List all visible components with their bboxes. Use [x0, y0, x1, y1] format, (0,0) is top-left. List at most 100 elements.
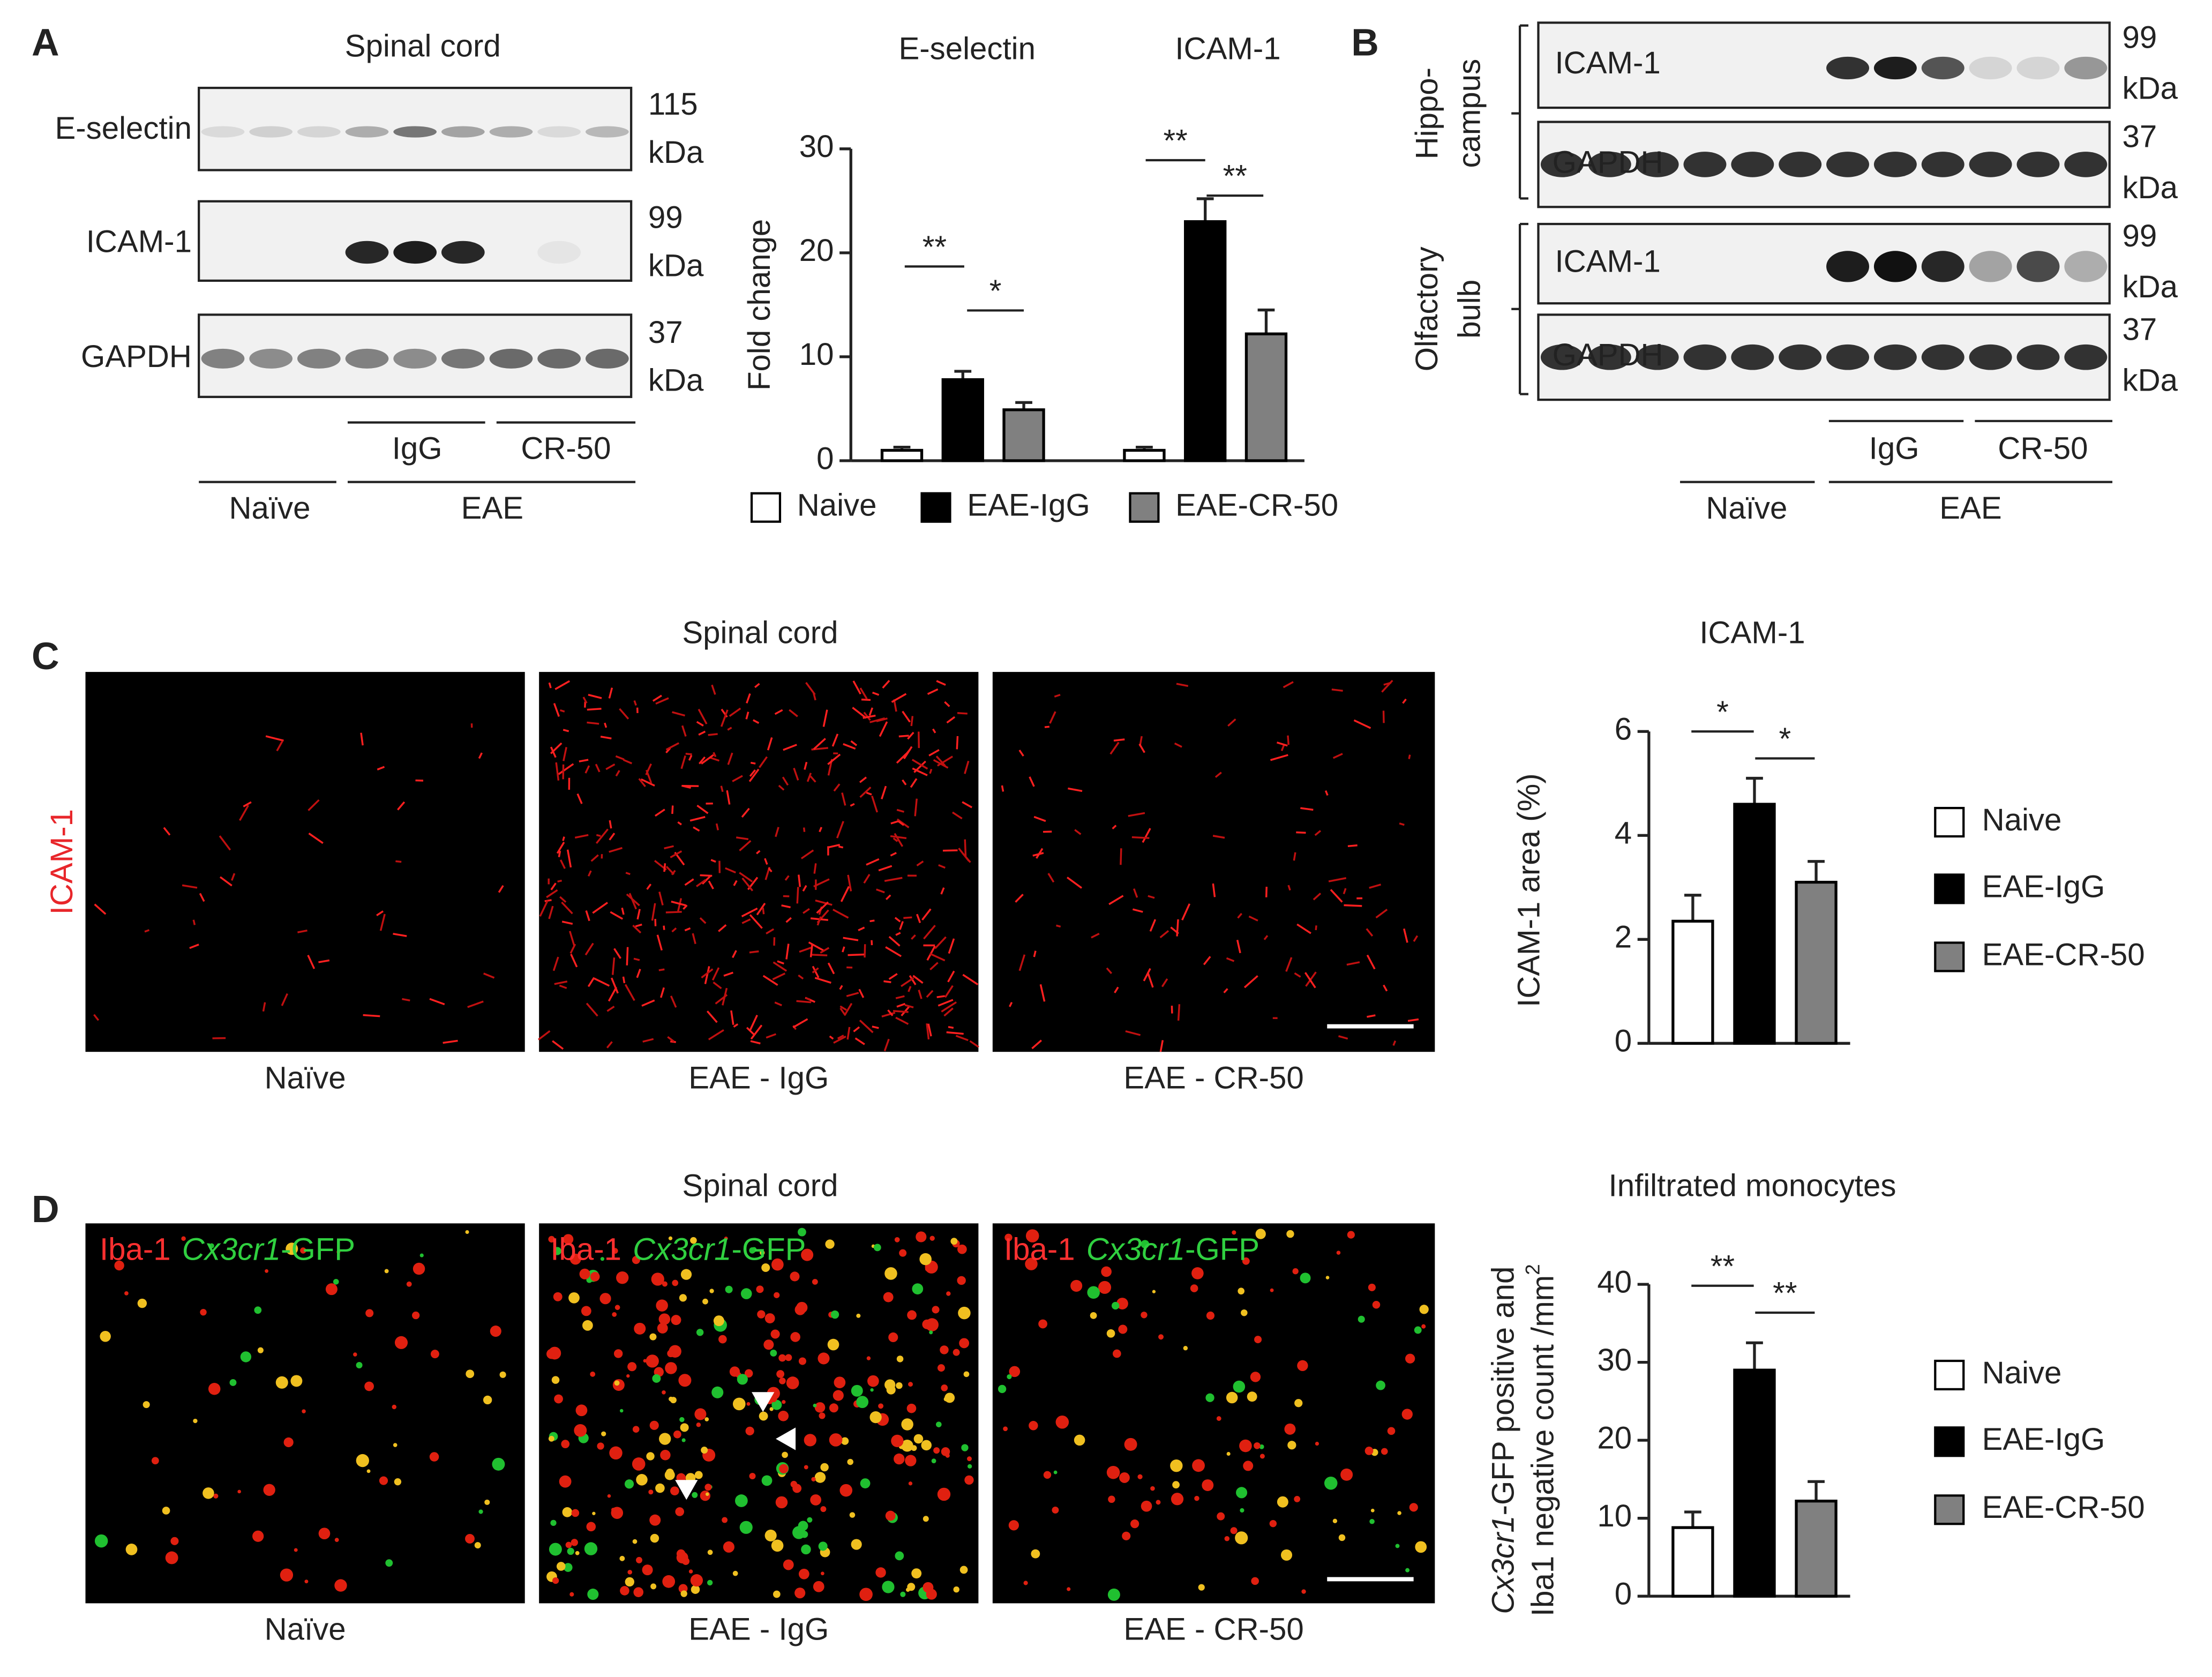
- signal: [851, 1539, 862, 1550]
- signal: [841, 792, 846, 806]
- signal: [885, 894, 891, 900]
- signal: [1248, 915, 1258, 922]
- band: [201, 126, 245, 138]
- signal: [859, 776, 867, 783]
- signal: [805, 682, 816, 695]
- signal: [729, 1366, 740, 1377]
- signal: [499, 1371, 506, 1378]
- signal: [1401, 1409, 1413, 1420]
- signal: [1009, 1001, 1013, 1007]
- panel-letter: B: [1351, 21, 1379, 64]
- signal: [909, 975, 917, 985]
- signal: [764, 1313, 775, 1324]
- signal: [1280, 1549, 1293, 1561]
- signal: [943, 1007, 954, 1017]
- band: [441, 126, 485, 138]
- y-tick-label: 0: [1615, 1024, 1632, 1059]
- band: [1683, 152, 1727, 177]
- signal: [1233, 1380, 1246, 1393]
- signal: [671, 1315, 681, 1326]
- signal: [851, 1384, 863, 1397]
- signal: [642, 1038, 654, 1043]
- signal: [263, 1484, 275, 1496]
- signal: [746, 693, 751, 703]
- signal: [771, 1258, 784, 1271]
- band: [1779, 152, 1822, 177]
- signal: [1067, 1587, 1071, 1591]
- y-tick-label: 0: [1615, 1577, 1632, 1612]
- signal: [192, 919, 196, 925]
- signal: [243, 801, 252, 807]
- signal: [944, 701, 950, 707]
- signal: [318, 959, 330, 963]
- arrowhead: [675, 1480, 698, 1500]
- signal: [1301, 1589, 1306, 1594]
- signal: [1107, 1588, 1120, 1601]
- signal: [775, 1496, 788, 1509]
- micrograph: [539, 672, 979, 1052]
- signal: [698, 708, 708, 725]
- signal: [840, 886, 850, 902]
- signal: [1259, 1444, 1264, 1449]
- signal: [1227, 718, 1236, 727]
- signal: [665, 742, 679, 751]
- signal: [896, 753, 907, 764]
- signal: [802, 885, 807, 892]
- signal: [614, 1380, 620, 1386]
- legend-label: EAE-IgG: [1982, 869, 2105, 904]
- signal: [941, 1001, 957, 1013]
- signal: [663, 863, 666, 872]
- signal: [1241, 1309, 1248, 1316]
- signal: [882, 680, 890, 689]
- signal: [1287, 1441, 1296, 1450]
- signal: [876, 717, 888, 722]
- signal: [651, 903, 656, 921]
- signal: [759, 756, 768, 768]
- band: [1731, 344, 1774, 370]
- signal: [655, 697, 669, 705]
- signal: [679, 1294, 687, 1302]
- signal: [612, 1379, 625, 1391]
- signal: [798, 874, 801, 887]
- signal: [199, 893, 205, 902]
- signal: [829, 1403, 838, 1413]
- signal: [1131, 836, 1150, 839]
- signal: [814, 1402, 826, 1413]
- signal: [478, 752, 483, 759]
- signal: [624, 984, 635, 1001]
- signal: [843, 743, 856, 750]
- signal: [936, 680, 946, 686]
- signal: [843, 937, 859, 941]
- signal: [899, 1249, 907, 1257]
- signal: [1369, 1518, 1375, 1524]
- signal: [680, 1590, 687, 1597]
- signal: [801, 1248, 814, 1261]
- signal: [792, 1484, 802, 1493]
- signal: [620, 1586, 629, 1596]
- signal: [882, 1581, 895, 1593]
- signal: [645, 763, 652, 775]
- signal: [619, 708, 629, 720]
- signal: [677, 898, 683, 912]
- micrograph: [85, 1223, 525, 1604]
- signal: [1007, 1374, 1012, 1380]
- y-axis-label: Iba1 negative count /mm2: [1521, 1264, 1561, 1616]
- signal: [550, 746, 557, 758]
- signal: [680, 755, 686, 769]
- signal: [699, 917, 707, 924]
- legend-label: EAE-CR-50: [1982, 1490, 2145, 1525]
- signal: [590, 854, 599, 862]
- signal: [286, 1242, 298, 1255]
- signal: [1285, 957, 1293, 972]
- signal: [948, 938, 955, 954]
- bar: [1244, 332, 1288, 462]
- signal: [571, 1539, 578, 1546]
- signal: [548, 1435, 554, 1442]
- signal: [926, 1023, 930, 1040]
- signal: [1358, 1315, 1365, 1323]
- micrograph: [992, 672, 1435, 1052]
- signal: [1277, 1496, 1288, 1508]
- signal: [1343, 888, 1347, 895]
- signal: [778, 1354, 786, 1362]
- signal: [569, 1253, 581, 1265]
